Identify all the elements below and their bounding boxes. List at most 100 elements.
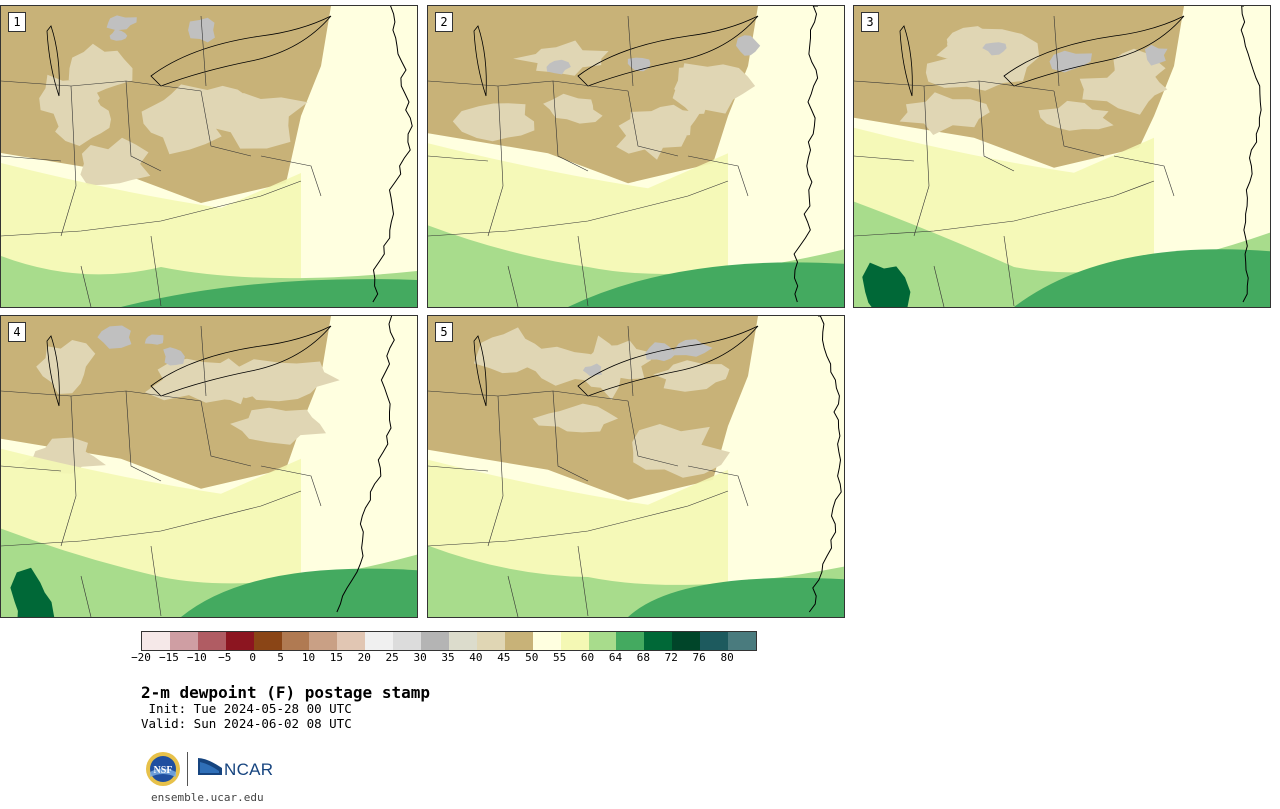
map-panel-5: 5 [427, 315, 845, 618]
state-boundary [1, 465, 62, 472]
colorbar-tick-label: 10 [301, 651, 316, 664]
colorbar-swatch [337, 632, 366, 650]
colorbar-swatch [532, 632, 561, 650]
state-boundary [125, 80, 162, 172]
state-boundary [200, 90, 252, 157]
state-boundary [854, 80, 1055, 92]
terrain-patch [736, 35, 761, 56]
great-lakes [150, 15, 332, 87]
state-boundary [552, 390, 589, 482]
colorbar-tick-label: 68 [636, 651, 650, 664]
state-boundary [854, 180, 1155, 237]
light-dry-patch [579, 335, 635, 400]
state-boundary [913, 85, 930, 237]
light-dry-patch [632, 424, 730, 478]
lake-michigan [46, 25, 60, 97]
colorbar-swatch [142, 632, 170, 650]
terrain-patch [188, 17, 215, 43]
light-dry-patch [543, 93, 603, 124]
dark-green-region [628, 577, 844, 617]
colorbar-swatch [197, 632, 226, 650]
very-moist-patch [862, 262, 911, 307]
state-boundary [687, 155, 749, 197]
terrain-patch [109, 29, 128, 41]
state-boundary [80, 575, 92, 617]
state-boundary [854, 155, 915, 162]
colorbar-swatch [728, 632, 756, 650]
dewpoint-map [1, 316, 417, 617]
colorbar-swatch [309, 632, 338, 650]
coastline [336, 316, 395, 613]
dewpoint-map [428, 316, 844, 617]
colorbar-tick-label: −20 [131, 651, 151, 664]
colorbar-tick-label: 5 [277, 651, 284, 664]
dark-green-region [568, 262, 844, 307]
state-boundary [125, 390, 162, 482]
state-boundary [1, 390, 202, 402]
light-dry-patch [532, 403, 619, 433]
colorbar-swatch [281, 632, 310, 650]
state-boundary [978, 80, 1015, 172]
colorbar-tick-label: 15 [329, 651, 343, 664]
panel-number: 2 [435, 12, 453, 32]
light-dry-patch [925, 58, 1021, 91]
colorbar-swatch [253, 632, 282, 650]
terrain-patch [163, 347, 185, 366]
colorbar-swatch [504, 632, 533, 650]
state-boundary [200, 400, 252, 467]
great-lakes [1003, 15, 1185, 87]
light-dry-patch [36, 340, 96, 394]
state-boundary [428, 390, 629, 402]
panel-number: 3 [861, 12, 879, 32]
colorbar-swatch [169, 632, 198, 650]
state-boundary [577, 235, 589, 307]
state-boundary [60, 85, 77, 237]
map-panel-1: 1 [0, 5, 418, 308]
state-boundary [507, 575, 519, 617]
terrain-patch [97, 325, 132, 349]
state-boundary [552, 80, 589, 172]
colorbar-swatch [616, 632, 645, 650]
great-lakes [150, 325, 332, 397]
colorbar-tick-label: 60 [580, 651, 595, 664]
logo-divider [187, 752, 188, 786]
site-url: ensemble.ucar.edu [151, 791, 264, 804]
colorbar-swatch [476, 632, 505, 650]
state-boundary [200, 15, 207, 87]
dewpoint-map [1, 6, 417, 307]
light-dry-patch [653, 360, 730, 392]
map-panel-2: 2 [427, 5, 845, 308]
map-panel-4: 4 [0, 315, 418, 618]
colorbar-tick-label: −10 [186, 651, 207, 664]
dewpoint-map [854, 6, 1270, 307]
colorbar-swatch [588, 632, 617, 650]
terrain-patch [627, 57, 651, 72]
light-dry-patch [936, 26, 1006, 63]
colorbar-tick-label: 25 [385, 651, 399, 664]
state-boundary [428, 155, 489, 162]
state-boundary [1053, 15, 1060, 87]
colorbar-tick-label: −5 [218, 651, 232, 664]
terrain-patch [106, 15, 137, 31]
colorbar-swatch [700, 632, 729, 650]
great-lakes [577, 15, 759, 87]
state-boundary [428, 465, 489, 472]
state-boundary [627, 325, 634, 397]
state-boundary [80, 265, 92, 307]
lake-michigan [473, 25, 487, 97]
colorbar-tick-label: 64 [608, 651, 623, 664]
state-boundary [1, 155, 62, 162]
light-dry-patch [473, 327, 548, 374]
state-boundary [428, 80, 629, 92]
state-boundary [487, 85, 504, 237]
init-time: Init: Tue 2024-05-28 00 UTC [141, 701, 352, 716]
light-dry-patch [159, 84, 257, 126]
panel-number: 1 [8, 12, 26, 32]
colorbar-swatch [393, 632, 422, 650]
state-boundary [1, 180, 302, 237]
colorbar-tick-label: 72 [664, 651, 678, 664]
state-boundary [627, 90, 679, 157]
state-boundary [487, 395, 504, 547]
colorbar-swatch [365, 632, 394, 650]
colorbar-tick-label: 40 [469, 651, 483, 664]
